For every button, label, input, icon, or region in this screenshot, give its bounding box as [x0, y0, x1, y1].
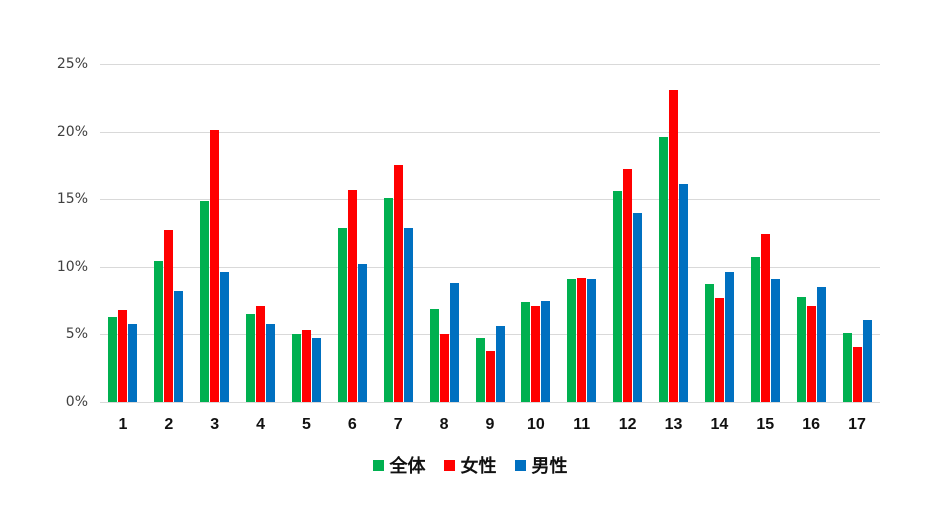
- gridline: [100, 64, 880, 65]
- bar-全体-15: [750, 257, 760, 402]
- bar-女性-6: [347, 189, 357, 402]
- bar-全体-1: [108, 316, 118, 402]
- bar-女性-8: [439, 334, 449, 402]
- bar-男性-9: [495, 326, 505, 402]
- y-tick-label: 0%: [65, 394, 88, 410]
- bar-全体-9: [475, 338, 485, 402]
- gridline: [100, 266, 880, 268]
- bar-女性-9: [485, 350, 495, 402]
- y-tick-label: 10%: [56, 258, 88, 275]
- bar-女性-11: [577, 277, 587, 402]
- gridline: [100, 402, 880, 403]
- x-tick-label: 4: [256, 416, 266, 433]
- bar-女性-17: [852, 346, 862, 402]
- x-tick-label: 14: [710, 416, 729, 433]
- bar-男性-8: [449, 283, 459, 402]
- bar-男性-17: [862, 319, 872, 402]
- bar-女性-13: [669, 89, 679, 402]
- legend: 全体 女性 男性: [0, 452, 940, 478]
- x-tick-label: 7: [393, 416, 403, 433]
- bar-女性-10: [531, 306, 541, 402]
- bar-男性-4: [266, 323, 276, 402]
- y-tick-label: 15%: [56, 191, 88, 208]
- x-tick-label: 6: [347, 416, 357, 433]
- x-tick-label: 3: [210, 416, 220, 433]
- x-tick-label: 12: [618, 416, 637, 433]
- bar-女性-12: [623, 169, 633, 402]
- bar-男性-13: [679, 184, 689, 402]
- legend-label: 男性: [531, 456, 568, 477]
- x-tick-label: 11: [573, 416, 591, 433]
- bar-全体-14: [704, 284, 714, 402]
- bar-全体-4: [246, 314, 256, 402]
- x-tick-label: 5: [302, 416, 311, 433]
- x-tick-label: 17: [848, 416, 866, 433]
- bar-全体-6: [337, 227, 347, 402]
- bar-男性-5: [311, 338, 321, 402]
- legend-swatch-icon: [372, 459, 384, 471]
- bar-女性-3: [210, 130, 220, 402]
- bar-男性-2: [174, 291, 184, 402]
- bar-全体-2: [154, 261, 164, 402]
- x-tick-label: 1: [118, 416, 128, 433]
- bar-男性-11: [587, 278, 597, 402]
- bar-男性-3: [220, 272, 230, 402]
- bar-全体-10: [521, 301, 531, 402]
- legend-swatch-icon: [514, 459, 526, 471]
- legend-item: 女性: [443, 452, 497, 478]
- bar-男性-6: [357, 264, 367, 402]
- bar-男性-12: [633, 212, 643, 402]
- bar-女性-4: [256, 306, 266, 402]
- bar-全体-13: [659, 137, 669, 402]
- bar-全体-5: [291, 334, 301, 402]
- bar-全体-8: [429, 308, 439, 402]
- legend-item: 男性: [514, 452, 568, 478]
- gridline: [100, 199, 880, 201]
- bar-男性-14: [724, 272, 734, 402]
- bar-全体-3: [200, 200, 210, 402]
- x-tick-label: 10: [526, 416, 545, 433]
- bar-全体-16: [796, 296, 806, 402]
- gridline: [100, 334, 880, 336]
- bar-男性-10: [541, 300, 551, 402]
- bar-全体-11: [567, 278, 577, 402]
- x-tick-label: 15: [756, 416, 775, 433]
- bar-女性-16: [806, 306, 816, 402]
- bar-全体-7: [383, 197, 393, 402]
- bar-全体-17: [842, 333, 852, 402]
- legend-label: 全体: [389, 456, 426, 477]
- bar-男性-7: [403, 227, 413, 402]
- legend-swatch-icon: [443, 459, 455, 471]
- bar-女性-15: [760, 234, 770, 402]
- bar-男性-15: [770, 278, 780, 402]
- gridline: [100, 131, 880, 133]
- bar-女性-7: [393, 165, 403, 402]
- x-tick-label: 9: [485, 416, 495, 433]
- x-tick-label: 13: [664, 416, 683, 433]
- bar-男性-16: [816, 287, 826, 402]
- legend-label: 女性: [460, 456, 497, 477]
- bar-男性-1: [128, 323, 138, 402]
- bar-女性-1: [118, 310, 128, 402]
- y-tick-label: 25%: [56, 56, 88, 72]
- x-tick-label: 16: [802, 416, 821, 433]
- bar-女性-5: [301, 330, 311, 402]
- bar-女性-2: [164, 230, 174, 402]
- bar-女性-14: [714, 297, 724, 402]
- y-tick-label: 5%: [65, 326, 88, 343]
- y-tick-label: 20%: [56, 123, 88, 140]
- bar-全体-12: [613, 191, 623, 402]
- x-tick-label: 2: [164, 416, 174, 433]
- x-tick-label: 8: [439, 416, 449, 433]
- legend-item: 全体: [372, 452, 426, 478]
